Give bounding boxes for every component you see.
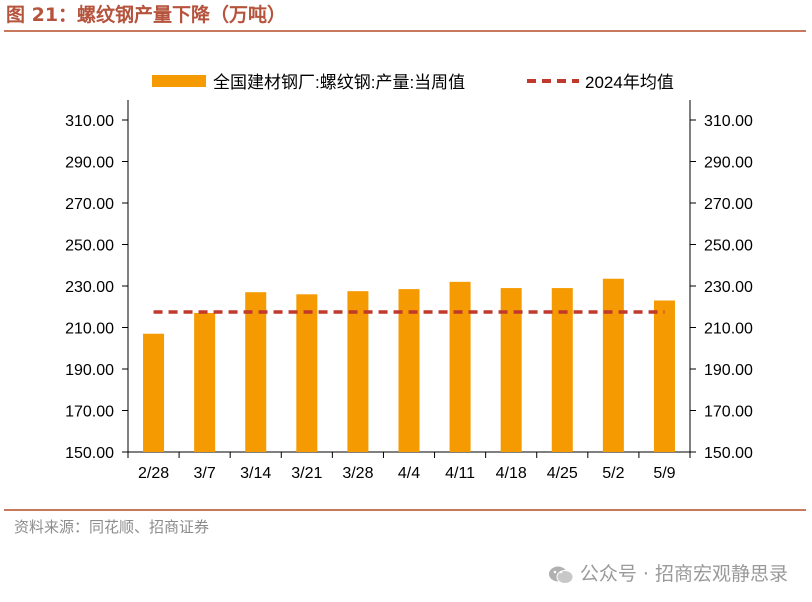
y-tick-label-right: 310.00: [704, 113, 753, 130]
legend-swatch-bar: [152, 75, 206, 87]
x-tick-label: 3/14: [240, 465, 271, 482]
y-tick-label-right: 170.00: [704, 404, 753, 421]
chart-legend: 全国建材钢厂:螺纹钢:产量:当周值 2024年均值: [152, 73, 674, 92]
x-axis-labels: 2/28 3/7 3/14 3/21 3/28 4/4 4/11 4/18 4/25 5/2 5/9: [138, 465, 676, 482]
y-tick-label-left: 250.00: [65, 238, 114, 255]
x-tick-label: 3/28: [342, 465, 373, 482]
title-rule: [4, 30, 806, 32]
x-tick-label: 4/25: [547, 465, 578, 482]
bar-3-7: [194, 312, 216, 452]
x-tick-label: 3/21: [291, 465, 322, 482]
y-tick-label-left: 210.00: [65, 321, 114, 338]
x-tick-label: 4/4: [398, 465, 420, 482]
bar-3-14: [245, 292, 267, 452]
bar-4-25: [551, 288, 573, 452]
y-tick-label-right: 150.00: [704, 445, 753, 462]
x-tick-label: 2/28: [138, 465, 169, 482]
x-tick-label: 5/2: [602, 465, 624, 482]
bar-chart: 全国建材钢厂:螺纹钢:产量:当周值 2024年均值 150.00 170.00 19…: [65, 73, 753, 482]
legend-label-avg: 2024年均值: [585, 73, 674, 92]
x-tick-label: 3/7: [194, 465, 216, 482]
y-tick-label-left: 310.00: [65, 113, 114, 130]
y-tick-label-left: 270.00: [65, 196, 114, 213]
y-tick-label-right: 290.00: [704, 155, 753, 172]
bar-3-28: [347, 291, 369, 452]
y-tick-label-right: 270.00: [704, 196, 753, 213]
y-tick-label-right: 210.00: [704, 321, 753, 338]
figure-title: 图 21：螺纹钢产量下降（万吨）: [6, 4, 287, 26]
y-tick-label-right: 230.00: [704, 279, 753, 296]
x-tick-label: 4/11: [445, 465, 475, 482]
y-tick-label-right: 250.00: [704, 238, 753, 255]
source-rule: [4, 509, 806, 511]
bar-series: [143, 278, 675, 452]
bar-5-9: [653, 300, 675, 452]
watermark: 公众号 · 招商宏观静思录: [548, 559, 788, 586]
chart-axes: 150.00 170.00 190.00 210.00 230.00 250.00 270.…: [65, 100, 753, 462]
bar-4-11: [449, 281, 471, 452]
x-tick-label: 4/18: [496, 465, 527, 482]
watermark-text: 公众号 · 招商宏观静思录: [579, 563, 788, 585]
bar-5-2: [602, 278, 624, 452]
y-tick-label-left: 230.00: [65, 279, 114, 296]
wechat-icon: [548, 566, 574, 584]
legend-label-bar: 全国建材钢厂:螺纹钢:产量:当周值: [213, 73, 465, 92]
y-tick-label-left: 290.00: [65, 155, 114, 172]
source-note: 资料来源：同花顺、招商证券: [14, 518, 210, 536]
bar-3-21: [296, 294, 318, 452]
bar-4-18: [500, 288, 522, 452]
y-tick-label-left: 170.00: [65, 404, 114, 421]
bar-2-28: [143, 333, 165, 452]
y-tick-label-right: 190.00: [704, 362, 753, 379]
bar-4-4: [398, 289, 420, 452]
x-tick-label: 5/9: [653, 465, 675, 482]
y-tick-label-left: 190.00: [65, 362, 114, 379]
y-tick-label-left: 150.00: [65, 445, 114, 462]
